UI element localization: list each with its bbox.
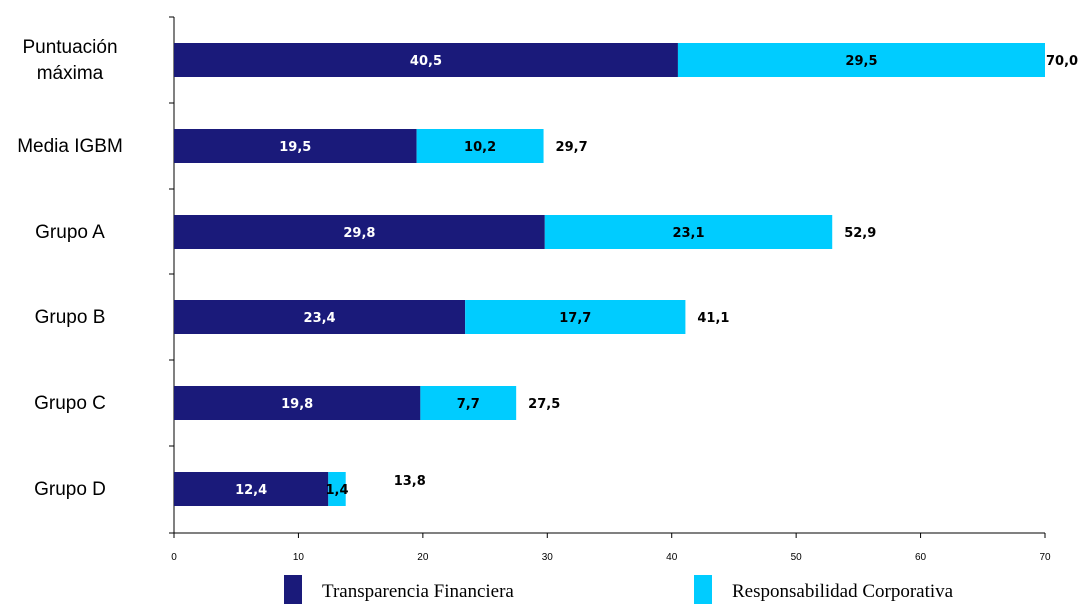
category-label: Grupo C: [34, 393, 106, 414]
category-label: Puntuación máxima: [22, 37, 117, 84]
legend-swatch: [694, 575, 712, 604]
bar-segment-responsabilidad: [420, 386, 517, 420]
legend: Transparencia Financiera Responsabilidad …: [284, 575, 954, 604]
bar-segment-transparencia: [174, 215, 545, 249]
segment-value-label: 19,8: [281, 397, 313, 412]
bar-segment-transparencia: [174, 129, 417, 163]
total-value-label: 29,7: [556, 140, 588, 155]
category-label: Grupo D: [34, 479, 106, 500]
bar-segment-transparencia: [174, 472, 329, 506]
category-labels: Puntuación máxima Media IGBM Grupo A Grupo B…: [17, 37, 123, 500]
segment-value-label: 29,5: [845, 54, 877, 69]
bar-segment-transparencia: [174, 386, 421, 420]
x-tick-label: 20: [417, 552, 429, 563]
bar-segment-transparencia: [174, 43, 678, 77]
bar-segment-transparencia: [174, 300, 466, 334]
total-value-label: 70,0: [1046, 54, 1078, 69]
x-tick-label: 0: [171, 552, 177, 563]
category-label: Grupo A: [35, 222, 105, 243]
segment-value-label: 17,7: [559, 311, 591, 326]
legend-label: Responsabilidad Corporativa: [732, 581, 954, 602]
total-value-labels: 70,0 29,7 52,9 41,1 27,5 13,8: [394, 54, 1078, 489]
x-tick-label: 50: [791, 552, 803, 563]
total-value-label: 13,8: [394, 474, 426, 489]
bar-segment-responsabilidad: [465, 300, 686, 334]
segment-value-label: 40,5: [410, 54, 442, 69]
x-axis-ticks: 0 10 20 30 40 50 60 70: [171, 533, 1051, 563]
x-tick-label: 60: [915, 552, 927, 563]
segment-value-label: 1,4: [325, 483, 348, 498]
segment-value-label: 10,2: [464, 140, 496, 155]
y-axis-ticks: [169, 16, 174, 534]
category-label: Media IGBM: [17, 136, 123, 157]
bar-segment-responsabilidad: [416, 129, 544, 163]
segment-value-label: 23,1: [672, 226, 704, 241]
x-tick-label: 10: [293, 552, 305, 563]
bar-segments: [174, 43, 1045, 506]
legend-label: Transparencia Financiera: [322, 581, 514, 602]
segment-value-label: 19,5: [279, 140, 311, 155]
x-tick-label: 30: [542, 552, 554, 563]
segment-value-labels: 40,5 29,5 19,5 10,2 29,8 23,1 23,4 17,7 19,8 7,7 1…: [235, 54, 877, 498]
total-value-label: 41,1: [697, 311, 729, 326]
bar-segment-responsabilidad: [544, 215, 833, 249]
category-label: Grupo B: [35, 307, 106, 328]
bar-segment-responsabilidad: [677, 43, 1045, 77]
legend-swatch: [284, 575, 302, 604]
x-tick-label: 70: [1039, 552, 1051, 563]
total-value-label: 52,9: [844, 226, 876, 241]
segment-value-label: 23,4: [304, 311, 336, 326]
total-value-label: 27,5: [528, 397, 560, 412]
segment-value-label: 7,7: [457, 397, 480, 412]
segment-value-label: 12,4: [235, 483, 267, 498]
bar-segment-responsabilidad: [328, 472, 346, 506]
x-tick-label: 40: [666, 552, 678, 563]
segment-value-label: 29,8: [343, 226, 375, 241]
